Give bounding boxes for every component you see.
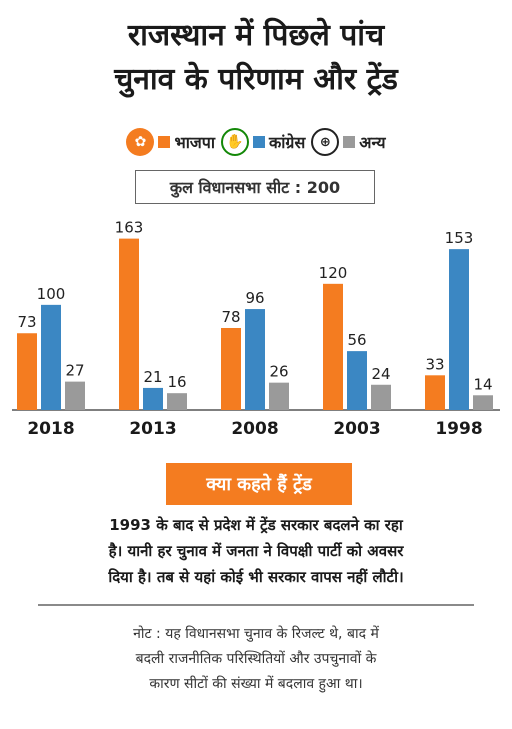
title-line-2: चुनाव के परिणाम और ट्रेंड	[114, 62, 398, 97]
data-label-2003-1: 56	[347, 331, 366, 349]
title-line-1: राजस्थान में पिछले पांच	[127, 18, 385, 53]
page-title: राजस्थान में पिछले पांच चुनाव के परिणाम …	[0, 14, 512, 102]
bar-2018-1	[41, 304, 61, 410]
total-seats-text: कुल विधानसभा सीट : 200	[169, 178, 341, 197]
bar-2018-0	[17, 333, 37, 410]
bar-1998-1	[449, 249, 469, 410]
legend-swatch-other	[343, 136, 356, 148]
trend-heading-text: क्या कहते हैं ट्रेंड	[206, 474, 312, 495]
x-tick-label-2008: 2008	[231, 419, 278, 439]
x-tick-label-2003: 2003	[333, 419, 380, 439]
bar-2008-2	[269, 382, 289, 410]
bar-1998-2	[473, 395, 493, 410]
bar-2018-2	[65, 381, 85, 410]
data-label-1998-1: 153	[445, 229, 474, 247]
bar-2013-2	[167, 393, 187, 410]
legend-swatch-bjp	[158, 136, 171, 148]
bar-2008-0	[221, 327, 241, 410]
legend-item-other: ⊕ अन्य	[311, 128, 386, 156]
footnote: नोट : यह विधानसभा चुनाव के रिजल्ट थे, बा…	[40, 622, 472, 697]
data-label-2008-2: 26	[269, 363, 288, 381]
trend-line-2: है। यानी हर चुनाव में जनता ने विपक्षी पा…	[108, 542, 404, 560]
bjp-lotus-icon: ✿	[126, 128, 155, 156]
total-seats-box: कुल विधानसभा सीट : 200	[135, 170, 375, 204]
data-label-2013-0: 163	[115, 219, 144, 237]
data-label-2003-0: 120	[319, 264, 348, 282]
bar-2013-1	[143, 387, 163, 410]
chart-legend: ✿ भाजपा ✋ कांग्रेस ⊕ अन्य	[0, 128, 512, 156]
note-line-1: नोट : यह विधानसभा चुनाव के रिजल्ट थे, बा…	[133, 626, 379, 642]
legend-label-other: अन्य	[359, 133, 386, 152]
bar-1998-0	[425, 375, 445, 410]
bar-2003-2	[371, 384, 391, 410]
congress-hand-icon: ✋	[220, 128, 249, 156]
divider	[38, 604, 474, 606]
data-label-1998-2: 14	[473, 375, 492, 393]
data-label-1998-0: 33	[425, 355, 444, 373]
data-label-2013-1: 21	[143, 368, 162, 386]
bar-2013-0	[119, 238, 139, 410]
trend-heading: क्या कहते हैं ट्रेंड	[166, 463, 352, 505]
data-label-2018-0: 73	[17, 313, 36, 331]
trend-line-3: दिया है। तब से यहां कोई भी सरकार वापस नह…	[108, 568, 404, 586]
bar-2003-0	[323, 283, 343, 410]
note-line-3: कारण सीटों की संख्या में बदलाव हुआ था।	[149, 676, 363, 692]
x-tick-label-2013: 2013	[129, 419, 176, 439]
data-label-2018-2: 27	[65, 362, 84, 380]
x-tick-label-1998: 1998	[435, 419, 482, 439]
trend-line-1: 1993 के बाद से प्रदेश में ट्रेंड सरकार ब…	[109, 516, 403, 534]
other-symbol-icon: ⊕	[311, 128, 340, 156]
trend-description: 1993 के बाद से प्रदेश में ट्रेंड सरकार ब…	[30, 512, 482, 590]
data-label-2003-2: 24	[371, 365, 390, 383]
data-label-2008-0: 78	[221, 308, 240, 326]
legend-label-bjp: भाजपा	[174, 133, 215, 152]
data-label-2018-1: 100	[37, 285, 66, 303]
note-line-2: बदली राजनीतिक परिस्थितियों और उपचुनावों …	[135, 651, 377, 667]
data-label-2013-2: 16	[167, 373, 186, 391]
bar-2008-1	[245, 309, 265, 410]
legend-item-bjp: ✿ भाजपा	[126, 128, 215, 156]
x-tick-label-2018: 2018	[27, 419, 74, 439]
bar-2003-1	[347, 351, 367, 410]
legend-swatch-congress	[252, 136, 265, 148]
legend-label-congress: कांग्रेस	[268, 133, 306, 152]
data-label-2008-1: 96	[245, 289, 264, 307]
legend-item-congress: ✋ कांग्रेस	[220, 128, 306, 156]
